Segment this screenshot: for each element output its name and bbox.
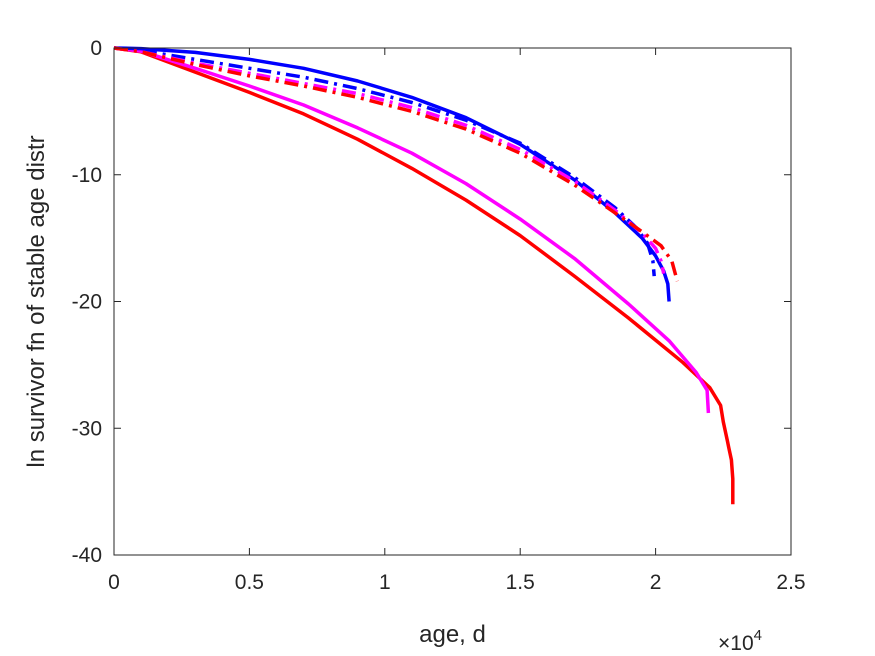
y-tick-label: -40 [72,544,102,567]
y-axis-label: ln survivor fn of stable age distr [23,135,50,467]
x-tick-label: 2.5 [776,571,805,594]
x-tick-label: 0.5 [235,571,264,594]
series-line-3 [113,46,671,302]
x-axis-exponent: ×104 [718,627,762,655]
series-line-1 [113,46,735,505]
x-tick-label: 1 [379,571,391,594]
x-tick-label: 2 [650,571,662,594]
y-tick-label: -30 [72,417,102,440]
x-axis-exponent-base: ×10 [718,632,754,655]
series-line-4 [113,46,656,277]
y-axis: 0 -10 -20 -30 -40 [72,37,791,567]
x-axis: 0 0.5 1 1.5 2 2.5 [108,48,806,594]
series-line-6 [113,46,679,282]
plot-lines [113,46,735,505]
series-line-5 [113,46,666,274]
x-tick-label: 0 [108,571,120,594]
x-axis-exponent-power: 4 [754,627,762,644]
x-axis-label: age, d [419,621,486,648]
y-tick-label: 0 [90,37,102,60]
series-line-2 [113,46,711,414]
x-tick-label: 1.5 [506,571,535,594]
y-tick-label: -10 [72,164,102,187]
axes-box [113,47,792,556]
y-tick-label: -20 [72,291,102,314]
